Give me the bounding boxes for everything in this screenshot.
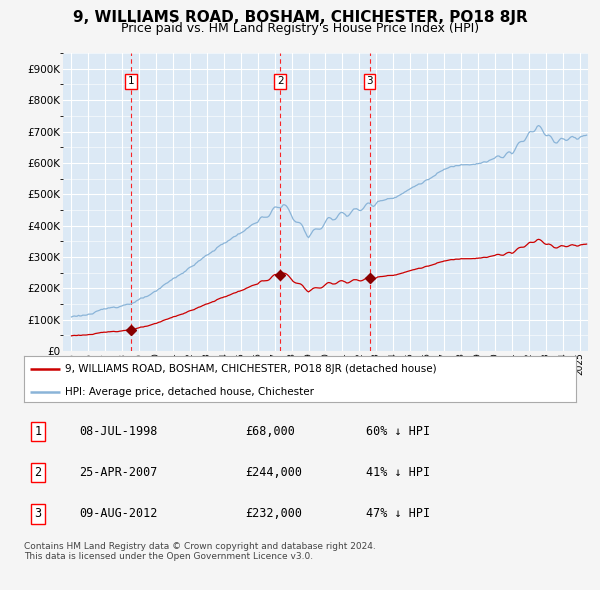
Text: 60% ↓ HPI: 60% ↓ HPI xyxy=(366,425,430,438)
Text: 2: 2 xyxy=(277,76,283,86)
Text: 3: 3 xyxy=(34,507,41,520)
Text: 41% ↓ HPI: 41% ↓ HPI xyxy=(366,466,430,479)
Text: 09-AUG-2012: 09-AUG-2012 xyxy=(79,507,158,520)
Text: £244,000: £244,000 xyxy=(245,466,302,479)
Text: 08-JUL-1998: 08-JUL-1998 xyxy=(79,425,158,438)
Text: 1: 1 xyxy=(34,425,41,438)
Text: Price paid vs. HM Land Registry's House Price Index (HPI): Price paid vs. HM Land Registry's House … xyxy=(121,22,479,35)
Text: 2: 2 xyxy=(34,466,41,479)
Text: Contains HM Land Registry data © Crown copyright and database right 2024.
This d: Contains HM Land Registry data © Crown c… xyxy=(24,542,376,561)
Text: £68,000: £68,000 xyxy=(245,425,295,438)
Text: 1: 1 xyxy=(128,76,134,86)
Text: 3: 3 xyxy=(366,76,373,86)
Text: 9, WILLIAMS ROAD, BOSHAM, CHICHESTER, PO18 8JR (detached house): 9, WILLIAMS ROAD, BOSHAM, CHICHESTER, PO… xyxy=(65,364,437,374)
Text: HPI: Average price, detached house, Chichester: HPI: Average price, detached house, Chic… xyxy=(65,387,314,397)
Text: 25-APR-2007: 25-APR-2007 xyxy=(79,466,158,479)
Text: £232,000: £232,000 xyxy=(245,507,302,520)
Text: 9, WILLIAMS ROAD, BOSHAM, CHICHESTER, PO18 8JR: 9, WILLIAMS ROAD, BOSHAM, CHICHESTER, PO… xyxy=(73,10,527,25)
Text: 47% ↓ HPI: 47% ↓ HPI xyxy=(366,507,430,520)
